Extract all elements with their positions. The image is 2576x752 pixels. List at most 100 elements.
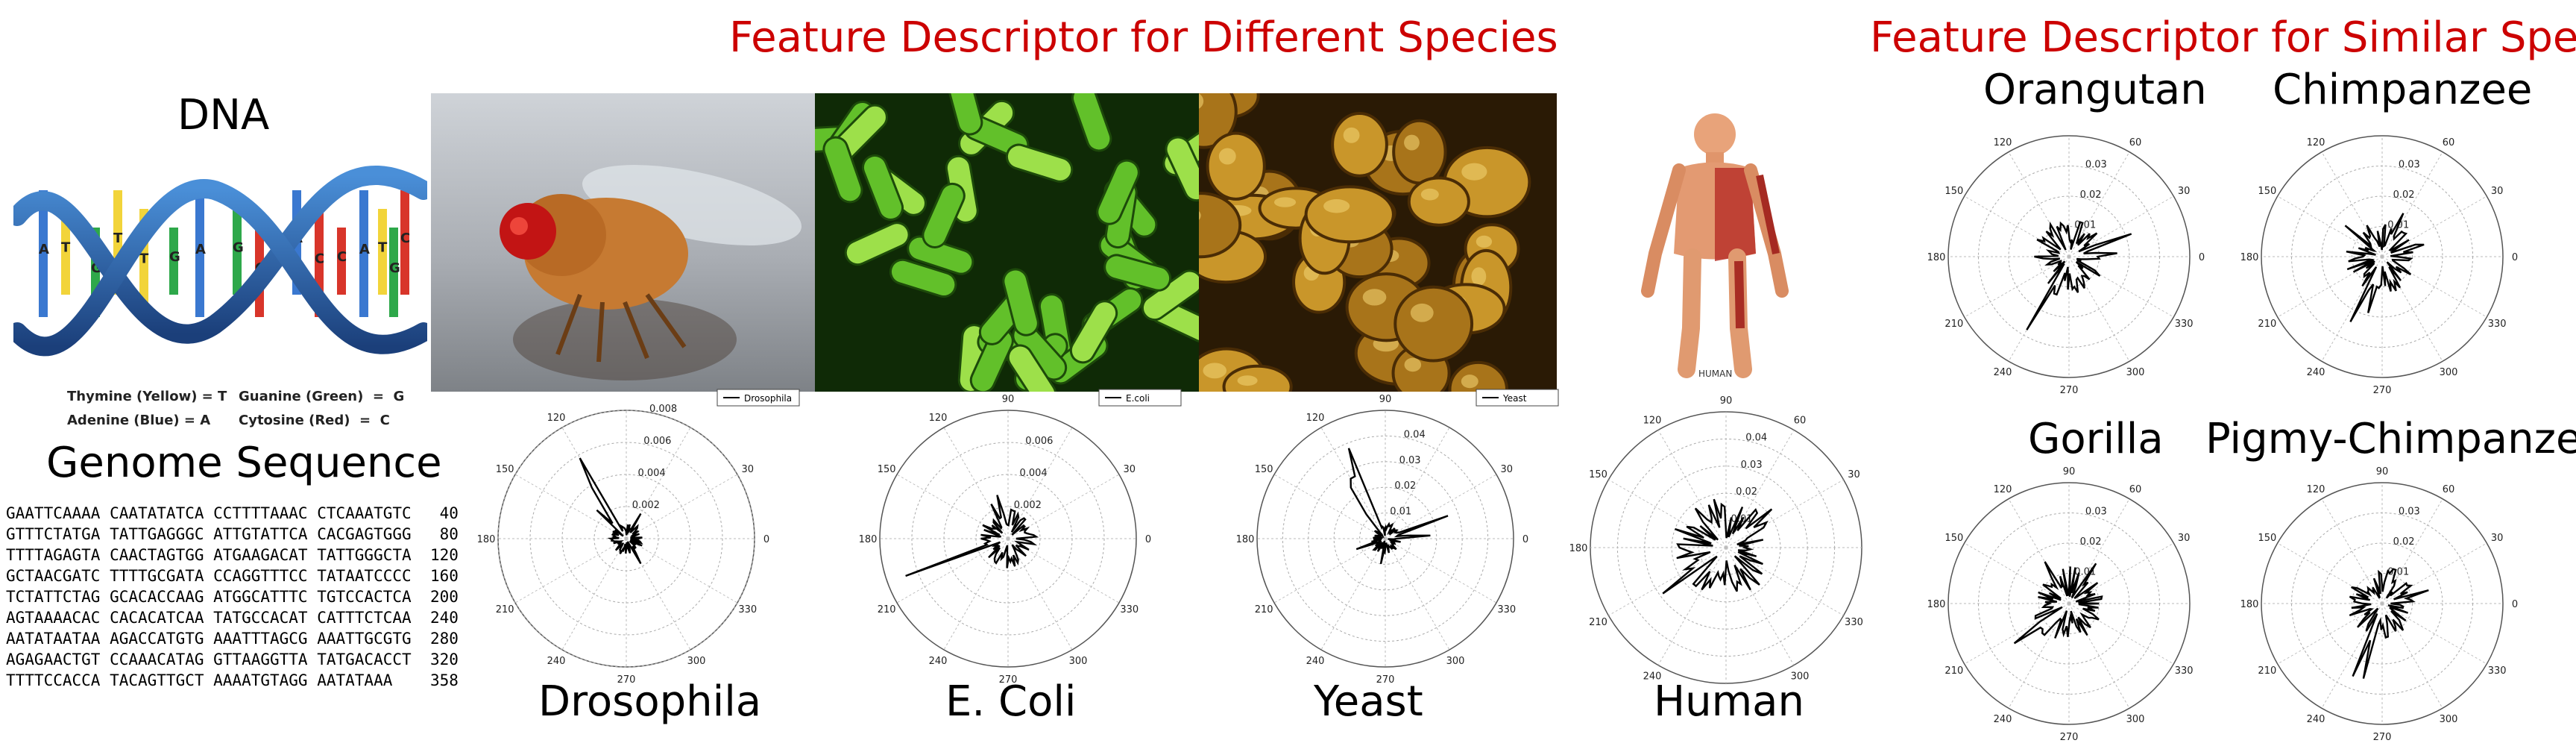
polar-angle-label: 90 bbox=[1002, 394, 1015, 405]
polar-r-tick-label: 0.008 bbox=[649, 404, 677, 415]
polar-chart-yeast: 0.01 0.02 0.03 0.04 0 30 90 120 150 180 210 240 270 3… bbox=[1236, 389, 1559, 685]
polar-angle-label: 120 bbox=[929, 413, 948, 424]
polar-legend-box bbox=[717, 389, 800, 407]
polar-angle-label: 300 bbox=[1791, 671, 1810, 682]
dna-base-letter: C bbox=[400, 231, 410, 246]
label-gorilla: Gorilla bbox=[2028, 415, 2164, 463]
polar-angle-label: 0 bbox=[763, 534, 769, 545]
label-pigmy-chimpanzee: Pigmy-Chimpanzee bbox=[2205, 415, 2576, 463]
polar-angle-label: 240 bbox=[1994, 367, 2012, 378]
polar-chart-drosophila: 0.002 0.004 0.006 0.008 0 30 120 150 180 210 240 27… bbox=[477, 389, 800, 685]
polar-angle-label: 210 bbox=[1944, 665, 1963, 677]
polar-angle-label: 150 bbox=[496, 464, 514, 475]
polar-series-line bbox=[2013, 561, 2103, 645]
label-yeast: Yeast bbox=[1314, 677, 1423, 726]
polar-spoke bbox=[561, 538, 627, 651]
polar-r-tick-label: 0.03 bbox=[2085, 507, 2107, 518]
ecoli-photo bbox=[815, 93, 1199, 392]
polar-chart-gorilla: 0.01 0.02 0.03 30 60 90 120 150 180 210 240 270 300 3… bbox=[1927, 466, 2194, 742]
dna-base-rung bbox=[61, 209, 70, 295]
polar-legend-label: E.coli bbox=[1126, 393, 1150, 404]
polar-angle-label: 0 bbox=[2199, 252, 2205, 263]
polar-angle-label: 0 bbox=[2512, 252, 2518, 263]
polar-spoke bbox=[1964, 195, 2070, 257]
polar-spoke bbox=[1273, 474, 1386, 539]
polar-r-tick-label: 0.04 bbox=[1404, 429, 1426, 440]
genome-row: TTTTAGAGTA CAACTAGTGG ATGAAGACAT TATTGGG… bbox=[6, 546, 459, 564]
dna-base-letter: T bbox=[61, 240, 71, 256]
polar-spoke bbox=[514, 474, 627, 539]
polar-spoke bbox=[1608, 479, 1727, 548]
dna-base-letter: G bbox=[169, 249, 180, 265]
polar-spoke bbox=[514, 538, 627, 604]
polar-angle-label: 60 bbox=[2129, 484, 2142, 495]
polar-r-tick-label: 0.006 bbox=[643, 436, 671, 447]
polar-spoke bbox=[626, 427, 691, 539]
polar-angle-label: 270 bbox=[2060, 385, 2079, 395]
dna-base-rung bbox=[195, 190, 204, 317]
polar-angle-label: 300 bbox=[2126, 714, 2145, 725]
polar-angle-label: 270 bbox=[2373, 732, 2392, 742]
polar-outer-ring bbox=[1947, 482, 2191, 725]
polar-r-tick-label: 0.02 bbox=[2080, 536, 2102, 548]
polar-angle-label: 0 bbox=[2512, 599, 2518, 610]
polar-r-gridline bbox=[1282, 435, 1489, 642]
polar-r-gridline bbox=[2352, 226, 2413, 287]
drosophila-photo bbox=[431, 93, 815, 392]
label-chimpanzee: Chimpanzee bbox=[2273, 66, 2533, 114]
polar-angle-label: 150 bbox=[1944, 186, 1963, 197]
dna-base-rung bbox=[337, 228, 346, 295]
dna-base-rung bbox=[233, 209, 242, 295]
polar-angle-label: 180 bbox=[859, 534, 878, 545]
polar-spoke bbox=[1964, 256, 2070, 318]
human-caption: HUMAN bbox=[1698, 369, 1732, 379]
dna-base-letter: T bbox=[113, 231, 123, 246]
polar-angle-label: 30 bbox=[1848, 469, 1860, 480]
polar-angle-label: 120 bbox=[547, 413, 566, 424]
polar-angle-label: 60 bbox=[2129, 137, 2142, 148]
polar-angle-label: 180 bbox=[2240, 252, 2259, 263]
polar-legend-label: Drosophila bbox=[744, 393, 792, 404]
polar-r-tick-label: 0.002 bbox=[1014, 500, 1042, 511]
polar-spoke bbox=[1007, 538, 1073, 651]
polar-angle-label: 30 bbox=[2178, 533, 2191, 544]
dna-legend-guanine: Guanine (Green) = G bbox=[239, 389, 404, 404]
polar-angle-label: 120 bbox=[1306, 413, 1325, 424]
polar-spoke bbox=[896, 538, 1009, 604]
dna-base-rung bbox=[378, 209, 387, 295]
genome-row: GAATTCAAAA CAATATATCA CCTTTTAAAC CTCAAAT… bbox=[6, 504, 459, 522]
polar-spoke bbox=[2381, 603, 2487, 665]
polar-angle-label: 0 bbox=[1145, 534, 1151, 545]
genome-row: AGAGAACTGT CCAAACATAG GTTAAGGTTA TATGACA… bbox=[6, 651, 459, 668]
polar-angle-label: 210 bbox=[1255, 604, 1273, 615]
polar-angle-label: 30 bbox=[2178, 186, 2191, 197]
polar-angle-label: 150 bbox=[1589, 469, 1607, 480]
polar-spoke bbox=[1385, 427, 1450, 539]
polar-angle-label: 210 bbox=[2258, 665, 2276, 677]
polar-angle-label: 180 bbox=[1927, 599, 1946, 610]
polar-angle-label: 150 bbox=[1255, 464, 1273, 475]
polar-r-tick-label: 0.02 bbox=[2080, 189, 2102, 201]
genome-row: TCTATTCTAG GCACACCAAG ATGGCATTTC TGTCCAC… bbox=[6, 588, 459, 606]
polar-angle-label: 30 bbox=[1501, 464, 1514, 475]
polar-r-tick-label: 0.006 bbox=[1025, 436, 1053, 447]
polar-spoke bbox=[626, 474, 738, 539]
polar-angle-label: 240 bbox=[2307, 367, 2325, 378]
polar-angle-label: 0 bbox=[1522, 534, 1528, 545]
label-orangutan: Orangutan bbox=[1983, 66, 2207, 114]
polar-angle-label: 330 bbox=[738, 604, 757, 615]
polar-angle-label: 330 bbox=[1120, 604, 1139, 615]
polar-angle-label: 150 bbox=[2258, 533, 2276, 544]
genome-row: AATATAATAA AGACCATGTG AAATTTAGCG AAATTGC… bbox=[6, 630, 459, 648]
polar-angle-label: 330 bbox=[1497, 604, 1516, 615]
polar-angle-label: 150 bbox=[1944, 533, 1963, 544]
polar-spoke bbox=[943, 538, 1009, 651]
polar-angle-label: 270 bbox=[617, 674, 636, 685]
polar-series-line bbox=[2344, 213, 2425, 322]
polar-spoke bbox=[1273, 538, 1386, 604]
polar-r-tick-label: 0.03 bbox=[1741, 460, 1763, 471]
polar-spoke bbox=[1725, 547, 1795, 665]
label-human: Human bbox=[1654, 677, 1804, 726]
polar-spoke bbox=[896, 474, 1009, 539]
